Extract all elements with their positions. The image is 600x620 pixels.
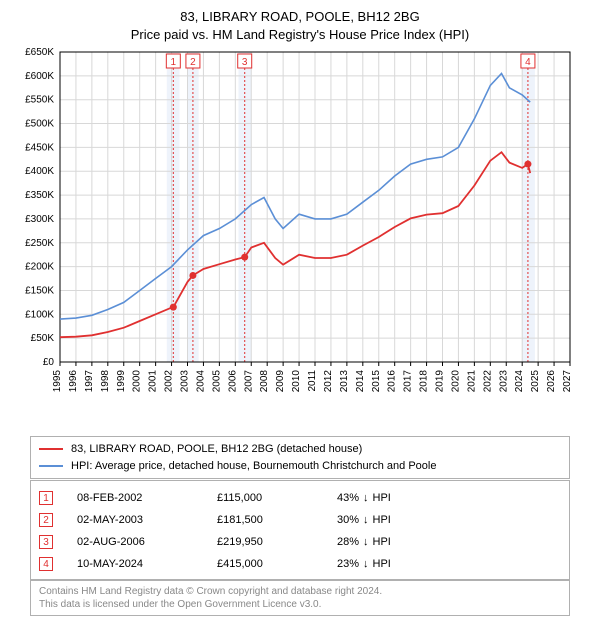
legend-box: 83, LIBRARY ROAD, POOLE, BH12 2BG (detac… <box>30 436 570 479</box>
svg-text:£650K: £650K <box>25 47 54 58</box>
svg-text:£500K: £500K <box>25 119 54 130</box>
svg-text:2005: 2005 <box>211 370 222 393</box>
legend-label: 83, LIBRARY ROAD, POOLE, BH12 2BG (detac… <box>71 441 362 458</box>
svg-text:£0: £0 <box>43 357 55 368</box>
row-number-box: 3 <box>39 535 53 549</box>
svg-text:2014: 2014 <box>355 370 366 393</box>
svg-text:2025: 2025 <box>530 370 541 393</box>
row-price: £181,500 <box>217 514 337 526</box>
footer-line2: This data is licensed under the Open Gov… <box>39 598 561 611</box>
row-number-box: 2 <box>39 513 53 527</box>
svg-text:2024: 2024 <box>514 370 525 393</box>
title-line2: Price paid vs. HM Land Registry's House … <box>0 26 600 44</box>
table-row: 2 02-MAY-2003£181,50030%↓HPI <box>39 509 561 531</box>
svg-text:2017: 2017 <box>403 370 414 393</box>
svg-text:£200K: £200K <box>25 262 54 273</box>
svg-text:2019: 2019 <box>435 370 446 393</box>
row-pct: 30%↓HPI <box>337 514 437 526</box>
svg-text:£400K: £400K <box>25 166 54 177</box>
chart-title: 83, LIBRARY ROAD, POOLE, BH12 2BG Price … <box>0 0 600 44</box>
svg-text:£250K: £250K <box>25 238 54 249</box>
legend-item: HPI: Average price, detached house, Bour… <box>39 458 561 475</box>
title-line1: 83, LIBRARY ROAD, POOLE, BH12 2BG <box>0 8 600 26</box>
svg-text:1995: 1995 <box>52 370 63 393</box>
row-date: 02-MAY-2003 <box>77 514 217 526</box>
svg-text:2026: 2026 <box>546 370 557 393</box>
svg-text:2003: 2003 <box>180 370 191 393</box>
svg-text:2007: 2007 <box>243 370 254 393</box>
row-date: 08-FEB-2002 <box>77 492 217 504</box>
down-arrow-icon: ↓ <box>363 514 369 526</box>
row-date: 02-AUG-2006 <box>77 536 217 548</box>
row-price: £219,950 <box>217 536 337 548</box>
legend-item: 83, LIBRARY ROAD, POOLE, BH12 2BG (detac… <box>39 441 561 458</box>
legend-swatch <box>39 465 63 467</box>
svg-text:1997: 1997 <box>84 370 95 393</box>
chart-area: £0 £50K £100K £150K £200K £250K £300K £350K £400… <box>10 46 590 426</box>
svg-text:£350K: £350K <box>25 190 54 201</box>
svg-text:£100K: £100K <box>25 309 54 320</box>
row-number-box: 1 <box>39 491 53 505</box>
down-arrow-icon: ↓ <box>363 536 369 548</box>
svg-text:2008: 2008 <box>259 370 270 393</box>
svg-text:1999: 1999 <box>116 370 127 393</box>
down-arrow-icon: ↓ <box>363 492 369 504</box>
table-row: 3 02-AUG-2006£219,95028%↓HPI <box>39 531 561 553</box>
svg-text:2012: 2012 <box>323 370 334 393</box>
svg-text:2020: 2020 <box>450 370 461 393</box>
legend-label: HPI: Average price, detached house, Bour… <box>71 458 436 475</box>
svg-text:4: 4 <box>525 57 531 68</box>
svg-text:2000: 2000 <box>132 370 143 393</box>
svg-text:2021: 2021 <box>466 370 477 393</box>
chart-svg: £0 £50K £100K £150K £200K £250K £300K £350K £400… <box>10 46 590 426</box>
row-pct: 23%↓HPI <box>337 558 437 570</box>
svg-text:£300K: £300K <box>25 214 54 225</box>
footer-box: Contains HM Land Registry data © Crown c… <box>30 580 570 616</box>
row-date: 10-MAY-2024 <box>77 558 217 570</box>
table-row: 4 10-MAY-2024£415,00023%↓HPI <box>39 553 561 575</box>
svg-text:£600K: £600K <box>25 71 54 82</box>
svg-text:3: 3 <box>242 57 248 68</box>
svg-text:1998: 1998 <box>100 370 111 393</box>
svg-text:1996: 1996 <box>68 370 79 393</box>
row-pct: 43%↓HPI <box>337 492 437 504</box>
svg-text:£50K: £50K <box>31 333 55 344</box>
svg-text:2018: 2018 <box>419 370 430 393</box>
svg-text:2006: 2006 <box>227 370 238 393</box>
svg-text:2002: 2002 <box>164 370 175 393</box>
legend-swatch <box>39 448 63 450</box>
svg-text:2013: 2013 <box>339 370 350 393</box>
down-arrow-icon: ↓ <box>363 558 369 570</box>
svg-text:£150K: £150K <box>25 285 54 296</box>
svg-text:2004: 2004 <box>195 370 206 393</box>
svg-text:2027: 2027 <box>562 370 573 393</box>
footer-line1: Contains HM Land Registry data © Crown c… <box>39 585 561 598</box>
svg-text:1: 1 <box>171 57 177 68</box>
svg-text:£450K: £450K <box>25 142 54 153</box>
svg-text:2001: 2001 <box>148 370 159 393</box>
svg-text:2016: 2016 <box>387 370 398 393</box>
sales-table: 108-FEB-2002£115,00043%↓HPI202-MAY-2003£… <box>30 480 570 580</box>
table-row: 1 08-FEB-2002£115,00043%↓HPI <box>39 487 561 509</box>
svg-text:2009: 2009 <box>275 370 286 393</box>
svg-text:2023: 2023 <box>498 370 509 393</box>
row-price: £115,000 <box>217 492 337 504</box>
row-pct: 28%↓HPI <box>337 536 437 548</box>
svg-text:2: 2 <box>190 57 196 68</box>
svg-text:2022: 2022 <box>482 370 493 393</box>
svg-text:2011: 2011 <box>307 370 318 392</box>
svg-text:£550K: £550K <box>25 95 54 106</box>
row-price: £415,000 <box>217 558 337 570</box>
svg-text:2010: 2010 <box>291 370 302 393</box>
row-number-box: 4 <box>39 557 53 571</box>
svg-text:2015: 2015 <box>371 370 382 393</box>
